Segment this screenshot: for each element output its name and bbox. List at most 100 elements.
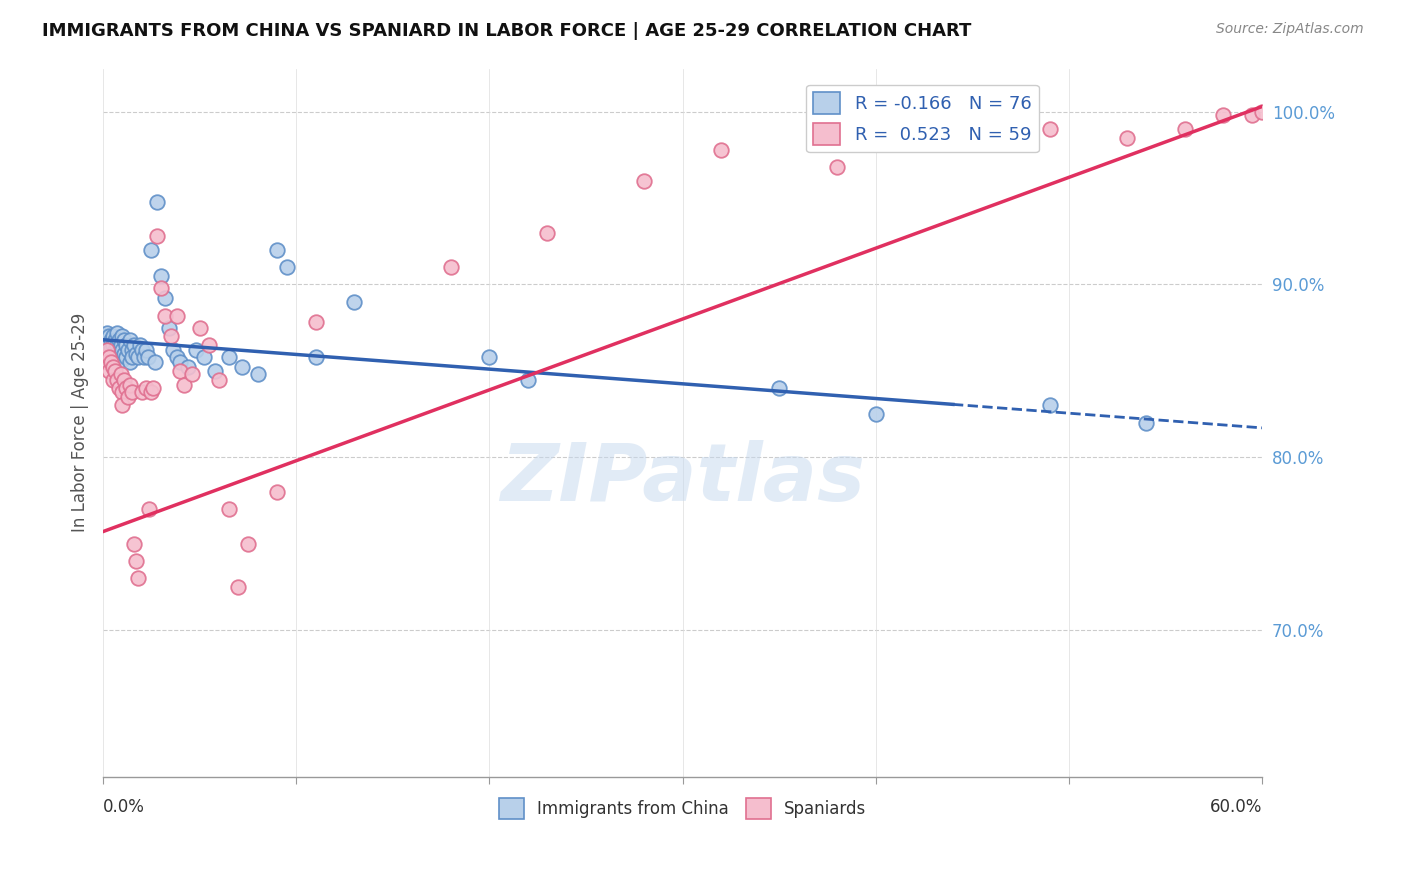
Point	[110, 338, 132, 352]
Point	[218, 350, 240, 364]
Point	[536, 226, 558, 240]
Point	[150, 268, 173, 283]
Point	[100, 333, 122, 347]
Point	[1038, 122, 1060, 136]
Point	[166, 350, 188, 364]
Text: ZIPatlas: ZIPatlas	[501, 441, 865, 518]
Point	[94, 329, 117, 343]
Point	[169, 364, 191, 378]
Point	[125, 346, 148, 360]
Point	[228, 580, 250, 594]
Point	[104, 350, 127, 364]
Point	[276, 260, 298, 275]
Point	[143, 355, 166, 369]
Point	[104, 343, 127, 358]
Point	[304, 316, 326, 330]
Point	[101, 372, 124, 386]
Point	[127, 571, 149, 585]
Point	[97, 350, 120, 364]
Point	[517, 372, 540, 386]
Point	[142, 381, 165, 395]
Point	[159, 329, 181, 343]
Text: 0.0%: 0.0%	[103, 797, 145, 815]
Point	[1135, 416, 1157, 430]
Point	[121, 343, 143, 358]
Legend: Immigrants from China, Spaniards: Immigrants from China, Spaniards	[492, 791, 873, 825]
Text: 60.0%: 60.0%	[1209, 797, 1263, 815]
Point	[112, 333, 135, 347]
Point	[120, 333, 142, 347]
Point	[96, 350, 118, 364]
Point	[135, 343, 157, 358]
Point	[101, 346, 124, 360]
Point	[96, 346, 118, 360]
Point	[208, 372, 231, 386]
Point	[104, 364, 127, 378]
Point	[104, 333, 127, 347]
Point	[150, 281, 173, 295]
Point	[343, 294, 366, 309]
Point	[127, 350, 149, 364]
Point	[115, 350, 138, 364]
Point	[188, 320, 211, 334]
Point	[100, 342, 122, 356]
Point	[100, 350, 122, 364]
Point	[96, 326, 118, 340]
Point	[128, 338, 150, 352]
Point	[440, 260, 463, 275]
Point	[942, 130, 965, 145]
Point	[1115, 130, 1137, 145]
Point	[204, 364, 226, 378]
Point	[181, 368, 204, 382]
Point	[115, 338, 138, 352]
Point	[96, 338, 118, 352]
Point	[112, 372, 135, 386]
Point	[169, 355, 191, 369]
Point	[122, 536, 145, 550]
Point	[122, 338, 145, 352]
Point	[115, 381, 138, 395]
Point	[146, 194, 169, 209]
Point	[105, 326, 128, 340]
Point	[825, 160, 848, 174]
Point	[768, 381, 790, 395]
Point	[94, 333, 117, 347]
Point	[97, 364, 120, 378]
Point	[141, 243, 163, 257]
Point	[112, 346, 135, 360]
Point	[110, 368, 132, 382]
Point	[101, 355, 124, 369]
Point	[162, 343, 184, 358]
Point	[111, 343, 134, 358]
Point	[1038, 399, 1060, 413]
Point	[218, 502, 240, 516]
Point	[100, 355, 122, 369]
Point	[117, 390, 139, 404]
Point	[198, 338, 221, 352]
Point	[132, 350, 155, 364]
Point	[633, 174, 655, 188]
Point	[105, 350, 128, 364]
Point	[1174, 122, 1197, 136]
Point	[97, 355, 120, 369]
Point	[94, 350, 117, 364]
Point	[105, 338, 128, 352]
Point	[101, 338, 124, 352]
Point	[136, 350, 159, 364]
Point	[96, 355, 118, 369]
Point	[1251, 104, 1274, 119]
Point	[246, 368, 269, 382]
Point	[97, 350, 120, 364]
Point	[166, 309, 188, 323]
Point	[131, 384, 153, 399]
Point	[131, 343, 153, 358]
Point	[231, 360, 253, 375]
Point	[97, 343, 120, 358]
Point	[111, 329, 134, 343]
Point	[1212, 108, 1234, 122]
Point	[184, 343, 207, 358]
Point	[101, 329, 124, 343]
Point	[96, 343, 118, 358]
Point	[111, 399, 134, 413]
Point	[266, 243, 288, 257]
